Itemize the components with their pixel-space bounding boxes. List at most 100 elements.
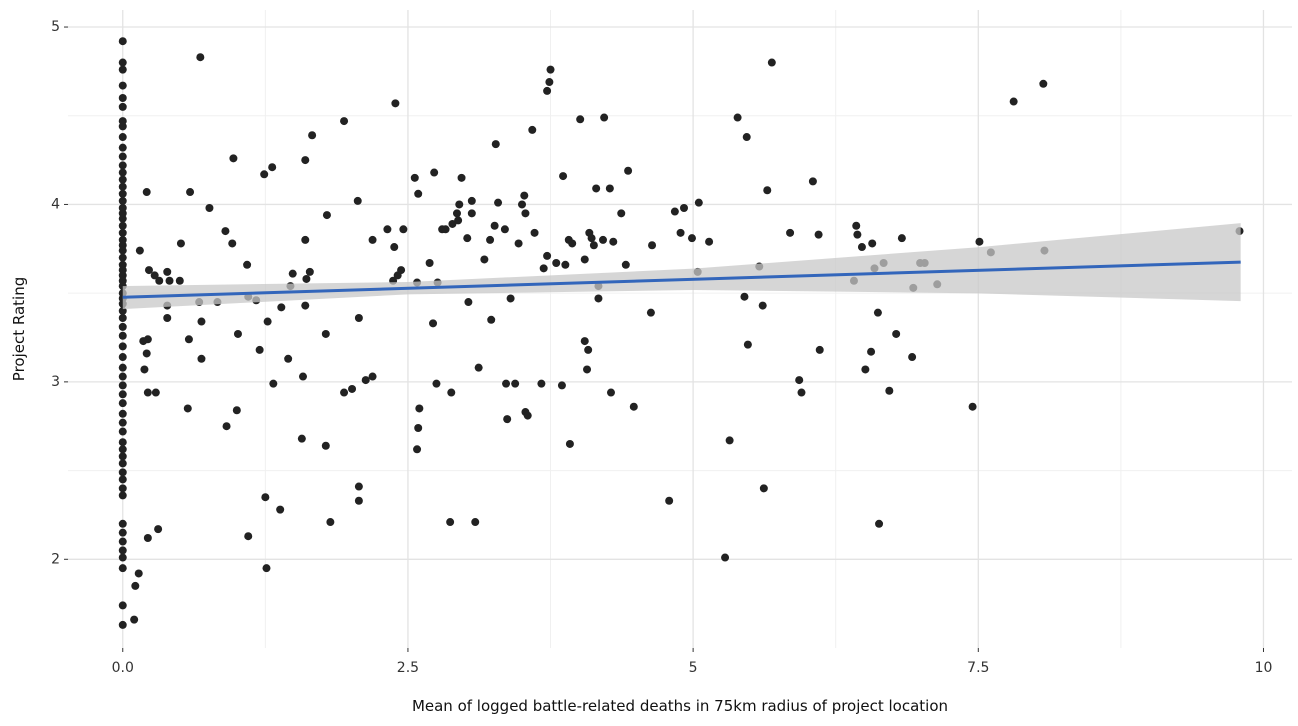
point <box>621 260 630 269</box>
point <box>1039 79 1048 88</box>
point <box>305 267 314 276</box>
point <box>134 569 143 578</box>
point <box>763 186 772 195</box>
point <box>118 221 127 230</box>
point <box>353 196 362 205</box>
point <box>228 239 237 248</box>
point <box>759 484 768 493</box>
point <box>500 225 509 234</box>
point <box>592 184 601 193</box>
point <box>118 152 127 161</box>
point <box>873 308 882 317</box>
point <box>487 315 496 324</box>
point <box>118 168 127 177</box>
point <box>321 441 330 450</box>
point <box>594 294 603 303</box>
y-axis-title: Project Rating <box>10 277 28 381</box>
point <box>229 154 238 163</box>
point <box>118 390 127 399</box>
point <box>609 237 618 246</box>
point <box>301 156 310 165</box>
point <box>494 198 503 207</box>
point <box>118 314 127 322</box>
point <box>390 243 399 252</box>
point <box>118 620 127 629</box>
y-tick-label: 3 <box>51 374 60 390</box>
point <box>454 216 463 225</box>
regression-line <box>122 260 1241 299</box>
point <box>617 209 626 218</box>
point <box>118 182 127 191</box>
point <box>383 225 392 234</box>
point <box>580 337 589 346</box>
point <box>795 376 804 385</box>
point <box>118 58 127 67</box>
point <box>413 445 422 454</box>
point <box>694 198 703 207</box>
point <box>308 131 317 140</box>
point <box>361 376 370 385</box>
point <box>885 386 894 395</box>
point <box>518 200 527 209</box>
point <box>118 214 127 223</box>
point <box>605 184 614 193</box>
point <box>142 349 151 358</box>
point <box>743 340 752 349</box>
point <box>142 188 151 197</box>
point <box>908 353 917 362</box>
point <box>131 581 140 590</box>
point <box>263 317 272 326</box>
point <box>176 239 185 248</box>
point <box>391 99 400 108</box>
point <box>514 239 523 248</box>
point <box>143 388 152 397</box>
point <box>786 228 795 237</box>
x-tick-label: 10 <box>1255 660 1273 676</box>
x-tick-label: 0.0 <box>112 660 134 676</box>
point <box>705 237 714 246</box>
point <box>368 372 377 381</box>
point <box>118 459 127 468</box>
point <box>222 422 231 431</box>
point <box>297 434 306 443</box>
point <box>260 170 269 179</box>
point <box>118 94 127 102</box>
point <box>814 230 823 239</box>
point <box>599 235 608 244</box>
point <box>298 372 307 381</box>
point <box>852 221 861 230</box>
point <box>302 274 311 283</box>
point <box>197 317 206 326</box>
point <box>467 196 476 205</box>
point <box>629 402 638 411</box>
point <box>118 381 127 390</box>
point <box>118 445 127 454</box>
point <box>606 388 615 397</box>
point <box>118 438 127 447</box>
point <box>725 436 734 445</box>
point <box>118 372 127 381</box>
point <box>233 329 242 338</box>
point <box>340 388 349 397</box>
point <box>467 209 476 218</box>
point <box>118 322 127 331</box>
point <box>118 537 127 546</box>
point <box>587 234 596 243</box>
labels: 0.0 2.5 5 7.5 10 2 3 4 5 <box>51 19 1272 676</box>
point <box>868 239 877 248</box>
point <box>530 228 539 237</box>
point <box>196 53 205 62</box>
point <box>340 117 349 126</box>
point <box>537 379 546 388</box>
point <box>135 246 144 255</box>
point <box>322 211 331 220</box>
point <box>414 189 423 198</box>
point <box>486 235 495 244</box>
point <box>552 259 561 267</box>
point <box>205 204 214 212</box>
point <box>430 168 439 177</box>
point <box>646 308 655 317</box>
point <box>221 227 230 236</box>
point <box>861 365 870 374</box>
